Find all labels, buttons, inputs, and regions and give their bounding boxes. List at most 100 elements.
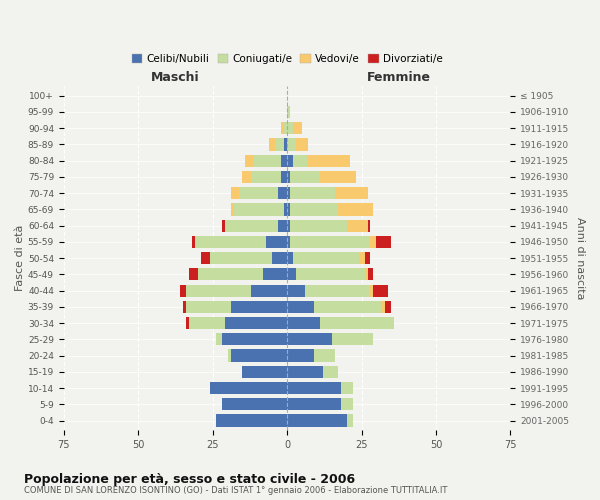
Bar — [287, 106, 290, 118]
Bar — [281, 154, 287, 167]
Bar — [320, 317, 394, 329]
Bar — [278, 220, 287, 232]
Bar — [209, 382, 287, 394]
Bar — [287, 398, 341, 410]
Bar — [195, 236, 266, 248]
Bar — [186, 284, 251, 296]
Bar — [290, 171, 320, 183]
Bar — [320, 171, 356, 183]
Bar — [227, 350, 230, 362]
Bar — [290, 204, 338, 216]
Bar — [365, 268, 368, 280]
Bar — [230, 350, 287, 362]
Bar — [242, 171, 251, 183]
Bar — [308, 154, 350, 167]
Bar — [365, 252, 370, 264]
Bar — [293, 122, 302, 134]
Bar — [192, 236, 195, 248]
Bar — [287, 204, 290, 216]
Bar — [287, 350, 314, 362]
Bar — [201, 252, 209, 264]
Bar — [287, 414, 347, 426]
Text: Maschi: Maschi — [151, 72, 200, 85]
Bar — [230, 187, 239, 200]
Bar — [251, 284, 287, 296]
Bar — [296, 268, 365, 280]
Bar — [293, 252, 359, 264]
Bar — [293, 154, 308, 167]
Bar — [281, 122, 284, 134]
Bar — [189, 317, 224, 329]
Bar — [287, 187, 290, 200]
Bar — [284, 138, 287, 150]
Text: Femmine: Femmine — [367, 72, 431, 85]
Bar — [224, 220, 278, 232]
Bar — [290, 187, 335, 200]
Bar — [186, 317, 189, 329]
Bar — [347, 220, 368, 232]
Bar — [305, 284, 370, 296]
Bar — [239, 187, 278, 200]
Bar — [332, 333, 373, 345]
Bar — [338, 204, 373, 216]
Bar — [198, 268, 263, 280]
Bar — [287, 154, 293, 167]
Bar — [373, 284, 388, 296]
Bar — [287, 301, 314, 313]
Bar — [284, 122, 287, 134]
Bar — [287, 284, 305, 296]
Bar — [323, 366, 338, 378]
Bar — [287, 220, 290, 232]
Bar — [370, 284, 373, 296]
Bar — [287, 366, 323, 378]
Bar — [221, 333, 287, 345]
Bar — [189, 268, 198, 280]
Bar — [221, 220, 224, 232]
Bar — [368, 268, 373, 280]
Bar — [287, 268, 296, 280]
Bar — [266, 236, 287, 248]
Bar — [341, 398, 353, 410]
Bar — [376, 236, 391, 248]
Bar — [287, 252, 293, 264]
Bar — [269, 138, 275, 150]
Bar — [275, 138, 284, 150]
Bar — [359, 252, 365, 264]
Bar — [251, 171, 281, 183]
Bar — [287, 138, 296, 150]
Y-axis label: Fasce di età: Fasce di età — [15, 225, 25, 292]
Bar — [221, 398, 287, 410]
Bar — [368, 220, 370, 232]
Bar — [290, 236, 370, 248]
Bar — [287, 333, 332, 345]
Bar — [272, 252, 287, 264]
Bar — [314, 301, 382, 313]
Bar — [335, 187, 368, 200]
Bar — [287, 171, 290, 183]
Bar — [341, 382, 353, 394]
Bar — [278, 187, 287, 200]
Bar — [263, 268, 287, 280]
Bar — [215, 414, 287, 426]
Bar — [287, 382, 341, 394]
Bar — [281, 171, 287, 183]
Bar — [209, 252, 272, 264]
Bar — [314, 350, 335, 362]
Y-axis label: Anni di nascita: Anni di nascita — [575, 217, 585, 300]
Bar — [224, 317, 287, 329]
Bar — [180, 284, 186, 296]
Bar — [254, 154, 281, 167]
Bar — [242, 366, 287, 378]
Bar — [287, 122, 293, 134]
Bar — [296, 138, 308, 150]
Bar — [287, 317, 320, 329]
Bar — [287, 236, 290, 248]
Text: COMUNE DI SAN LORENZO ISONTINO (GO) - Dati ISTAT 1° gennaio 2006 - Elaborazione : COMUNE DI SAN LORENZO ISONTINO (GO) - Da… — [24, 486, 448, 495]
Bar — [183, 301, 186, 313]
Bar — [233, 204, 284, 216]
Bar — [290, 220, 347, 232]
Bar — [385, 301, 391, 313]
Text: Popolazione per età, sesso e stato civile - 2006: Popolazione per età, sesso e stato civil… — [24, 472, 355, 486]
Bar — [382, 301, 385, 313]
Bar — [186, 301, 230, 313]
